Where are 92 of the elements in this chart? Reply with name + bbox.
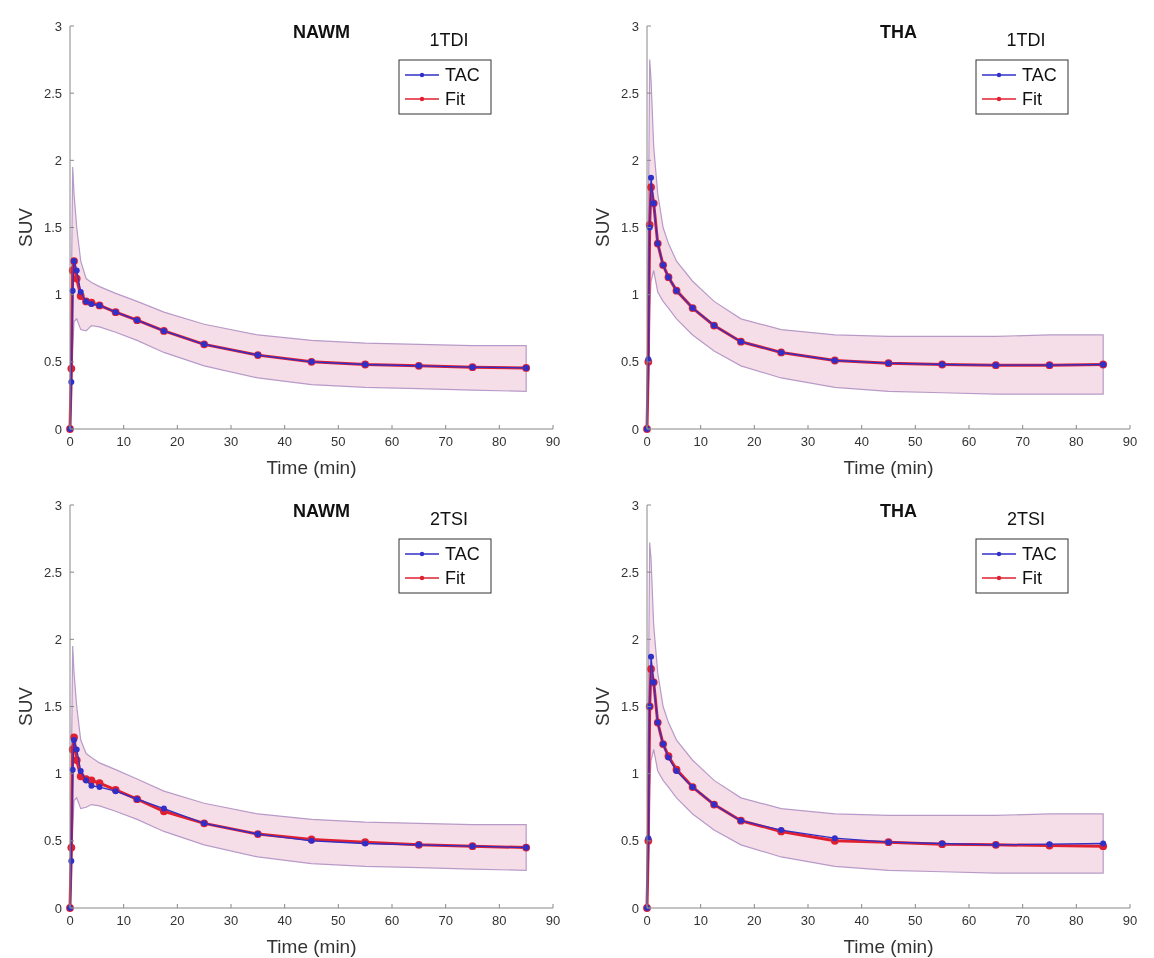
x-tick-label: 30 [800,434,816,449]
y-tick-label: 1.5 [43,699,62,715]
x-tick-label: 80 [1069,913,1084,928]
x-tick-label: 80 [492,913,507,928]
x-tick-label: 10 [116,913,131,928]
y-tick-label: 1 [54,287,62,303]
x-tick-label: 70 [1015,434,1030,449]
x-tick-label: 10 [116,434,131,449]
legend-label: Fit [1022,89,1042,110]
x-tick-label: 0 [643,913,651,928]
y-tick-label: 0 [54,900,62,916]
y-tick-label: 3 [631,497,639,513]
legend-label: Fit [445,568,465,589]
legend-label: TAC [1022,65,1057,86]
x-tick-label: 0 [66,434,74,449]
y-tick-label: 2 [54,631,62,647]
x-tick-label: 80 [1069,434,1084,449]
x-tick-label: 40 [854,913,869,928]
y-tick-label: 2.5 [43,85,62,101]
y-tick-label: 1 [54,766,62,782]
x-tick-label: 60 [961,434,977,449]
chart-title: NAWM [293,501,350,521]
x-axis-title: Time (min) [843,936,934,957]
legend-label: TAC [445,65,480,86]
y-tick-label: 3 [54,18,62,34]
y-tick-label: 0.5 [43,833,62,849]
y-axis-title: SUV [592,207,613,248]
y-tick-label: 3 [631,18,639,34]
x-tick-label: 20 [170,434,185,449]
x-tick-label: 50 [908,434,923,449]
y-tick-label: 0 [631,421,639,437]
x-tick-label: 70 [438,913,453,928]
y-tick-label: 1 [631,287,639,303]
chart-subtitle: 1TDI [429,30,469,50]
x-tick-label: 20 [747,913,762,928]
y-tick-label: 0.5 [620,354,639,370]
x-tick-label: 10 [693,913,708,928]
x-axis-title: Time (min) [266,457,357,478]
y-axis-title: SUV [15,686,36,727]
x-tick-label: 40 [277,913,292,928]
y-tick-label: 1.5 [620,699,639,715]
x-tick-label: 50 [331,434,346,449]
y-tick-label: 3 [54,497,62,513]
y-tick-label: 1.5 [43,220,62,236]
x-tick-label: 90 [545,913,561,928]
x-tick-label: 0 [66,913,74,928]
x-tick-label: 90 [1122,434,1138,449]
x-tick-label: 30 [800,913,816,928]
chart-title: NAWM [293,22,350,42]
y-tick-label: 0 [54,421,62,437]
x-tick-label: 10 [693,434,708,449]
y-tick-label: 2 [631,631,639,647]
x-tick-label: 50 [331,913,346,928]
x-tick-label: 70 [438,434,453,449]
y-tick-label: 2 [54,152,62,168]
x-tick-label: 60 [384,913,400,928]
chart-subtitle: 1TDI [1006,30,1046,50]
x-tick-label: 60 [961,913,977,928]
y-tick-label: 2.5 [620,85,639,101]
x-tick-label: 50 [908,913,923,928]
legend-label: TAC [1022,544,1057,565]
x-tick-label: 40 [277,434,292,449]
y-axis-title: SUV [15,207,36,248]
x-tick-label: 90 [545,434,561,449]
chart-subtitle: 2TSI [429,509,469,529]
x-tick-label: 30 [223,913,239,928]
legend-label: Fit [445,89,465,110]
y-tick-label: 0.5 [43,354,62,370]
x-tick-label: 20 [170,913,185,928]
y-axis-title: SUV [592,686,613,727]
y-tick-label: 1.5 [620,220,639,236]
chart-subtitle: 2TSI [1006,509,1046,529]
x-tick-label: 70 [1015,913,1030,928]
x-tick-label: 0 [643,434,651,449]
x-axis-title: Time (min) [266,936,357,957]
chart-title: THA [880,22,917,42]
y-tick-label: 0 [631,900,639,916]
chart-title: THA [880,501,917,521]
x-axis-title: Time (min) [843,457,934,478]
x-tick-label: 90 [1122,913,1138,928]
x-tick-label: 30 [223,434,239,449]
x-tick-label: 80 [492,434,507,449]
x-tick-label: 20 [747,434,762,449]
legend-label: TAC [445,544,480,565]
legend-label: Fit [1022,568,1042,589]
y-tick-label: 2 [631,152,639,168]
y-tick-label: 0.5 [620,833,639,849]
x-tick-label: 40 [854,434,869,449]
x-tick-label: 60 [384,434,400,449]
y-tick-label: 2.5 [620,564,639,580]
y-tick-label: 1 [631,766,639,782]
y-tick-label: 2.5 [43,564,62,580]
